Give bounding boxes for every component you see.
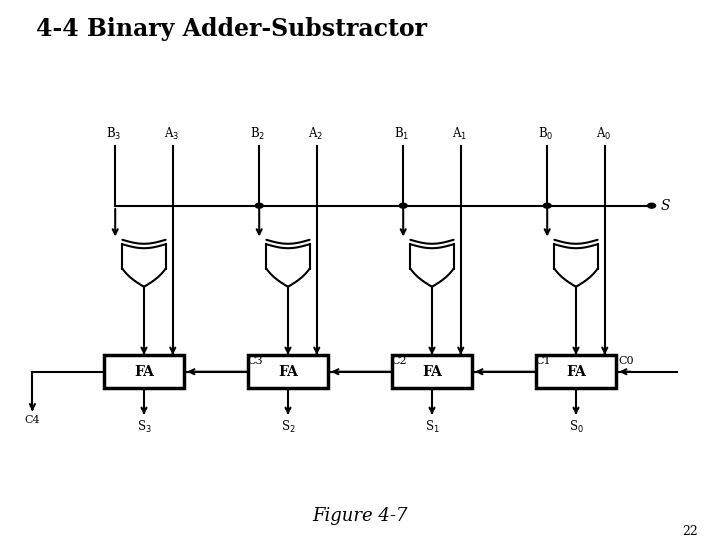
Text: C4: C4 [24, 415, 40, 425]
FancyBboxPatch shape [248, 355, 328, 388]
Text: FA: FA [134, 364, 154, 379]
Text: B$_{3}$: B$_{3}$ [106, 126, 122, 143]
Text: FA: FA [422, 364, 442, 379]
Circle shape [399, 203, 408, 208]
Text: S$_{3}$: S$_{3}$ [137, 418, 151, 435]
Text: FA: FA [278, 364, 298, 379]
Text: B$_{1}$: B$_{1}$ [394, 126, 410, 143]
Text: A$_{3}$: A$_{3}$ [163, 126, 179, 143]
Text: S$_{0}$: S$_{0}$ [569, 418, 583, 435]
Text: A$_{2}$: A$_{2}$ [308, 126, 323, 143]
FancyBboxPatch shape [392, 355, 472, 388]
Text: 22: 22 [683, 525, 698, 538]
Text: FA: FA [566, 364, 586, 379]
Text: A$_{1}$: A$_{1}$ [451, 126, 467, 143]
FancyBboxPatch shape [536, 355, 616, 388]
Text: C3: C3 [248, 356, 264, 366]
Text: C0: C0 [618, 356, 634, 366]
Text: C2: C2 [392, 356, 408, 366]
Circle shape [543, 203, 552, 208]
FancyBboxPatch shape [104, 355, 184, 388]
Text: C1: C1 [536, 356, 552, 366]
Text: S: S [660, 199, 670, 213]
Text: B$_{0}$: B$_{0}$ [538, 126, 554, 143]
Text: S$_{1}$: S$_{1}$ [425, 418, 439, 435]
Text: Figure 4-7: Figure 4-7 [312, 507, 408, 525]
Circle shape [648, 203, 656, 208]
Text: A$_{0}$: A$_{0}$ [595, 126, 611, 143]
Circle shape [255, 203, 264, 208]
Text: 4-4 Binary Adder-Substractor: 4-4 Binary Adder-Substractor [36, 17, 427, 41]
Text: S$_{2}$: S$_{2}$ [281, 418, 295, 435]
Text: B$_{2}$: B$_{2}$ [250, 126, 266, 143]
